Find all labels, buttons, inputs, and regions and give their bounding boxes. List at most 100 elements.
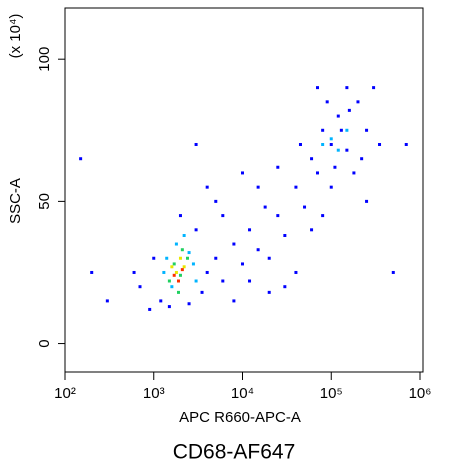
- point: [241, 262, 244, 266]
- point: [187, 251, 191, 255]
- point: [178, 273, 182, 277]
- point: [310, 157, 314, 161]
- y-unit-note: (x 10⁴): [7, 14, 24, 59]
- x-tick-label: 10³: [143, 385, 165, 402]
- point: [256, 185, 260, 189]
- point: [148, 307, 152, 311]
- point: [200, 290, 204, 294]
- point: [276, 165, 280, 169]
- point: [162, 270, 166, 274]
- point: [267, 256, 271, 260]
- point: [316, 86, 320, 90]
- y-tick-label: 50: [36, 193, 53, 210]
- point: [345, 148, 349, 152]
- plot-frame: [64, 7, 424, 373]
- point: [356, 100, 360, 104]
- point: [352, 171, 356, 175]
- point: [90, 270, 94, 274]
- point: [167, 305, 171, 309]
- x-axis-label: APC R660-APC-A: [179, 409, 301, 426]
- point: [294, 270, 298, 274]
- point: [182, 265, 186, 269]
- point: [329, 137, 333, 141]
- point: [321, 128, 325, 132]
- point: [176, 279, 180, 283]
- point: [205, 185, 209, 189]
- point: [232, 242, 236, 246]
- point: [329, 185, 333, 189]
- point: [178, 214, 182, 218]
- point: [167, 279, 171, 283]
- point: [372, 86, 376, 90]
- y-tick-label: 0: [36, 339, 53, 347]
- point: [248, 279, 252, 283]
- point: [194, 228, 198, 232]
- point: [310, 228, 314, 232]
- point: [316, 171, 320, 175]
- point: [182, 234, 186, 237]
- point: [336, 148, 340, 152]
- point: [172, 262, 176, 266]
- point: [232, 299, 236, 303]
- point: [325, 100, 329, 104]
- point: [241, 171, 244, 175]
- point: [339, 128, 343, 132]
- point: [214, 256, 218, 260]
- point: [345, 128, 349, 132]
- point: [404, 143, 408, 146]
- point: [321, 214, 325, 218]
- x-tick-label: 10²: [54, 385, 76, 402]
- x-tick-label: 10⁶: [409, 385, 432, 402]
- y-tick-label: 100: [36, 47, 53, 72]
- x-tick-label: 10⁴: [231, 385, 254, 402]
- point: [263, 205, 267, 209]
- point: [365, 128, 369, 132]
- point: [276, 214, 280, 218]
- point: [336, 114, 340, 118]
- point: [180, 268, 184, 272]
- point: [170, 265, 174, 269]
- point: [221, 214, 225, 218]
- point: [378, 143, 382, 146]
- point: [303, 205, 307, 209]
- point: [172, 273, 176, 277]
- point: [170, 285, 174, 289]
- y-axis-label: SSC-A: [7, 178, 24, 224]
- point: [345, 86, 349, 90]
- point: [185, 256, 189, 260]
- point: [79, 157, 83, 161]
- point: [267, 290, 271, 294]
- point: [152, 256, 156, 260]
- point: [194, 279, 198, 283]
- point: [132, 270, 136, 274]
- point: [329, 143, 333, 146]
- point: [248, 228, 252, 232]
- point: [321, 143, 325, 146]
- point: [294, 185, 298, 189]
- point: [191, 262, 195, 266]
- point: [221, 279, 225, 283]
- point: [159, 299, 163, 303]
- point: [187, 302, 191, 306]
- point: [283, 234, 287, 237]
- point: [391, 270, 395, 274]
- caption: CD68-AF647: [173, 441, 296, 464]
- point: [178, 256, 182, 260]
- point: [214, 199, 218, 203]
- point: [347, 108, 351, 112]
- point: [138, 285, 142, 289]
- point: [180, 248, 184, 252]
- point: [283, 285, 287, 289]
- point: [298, 143, 302, 146]
- point: [205, 270, 209, 274]
- point: [333, 165, 337, 169]
- point: [365, 199, 369, 203]
- point: [256, 248, 260, 252]
- point: [174, 242, 178, 246]
- point: [194, 143, 198, 146]
- point: [360, 157, 364, 161]
- point: [165, 256, 169, 260]
- point: [105, 299, 109, 303]
- point: [176, 290, 180, 294]
